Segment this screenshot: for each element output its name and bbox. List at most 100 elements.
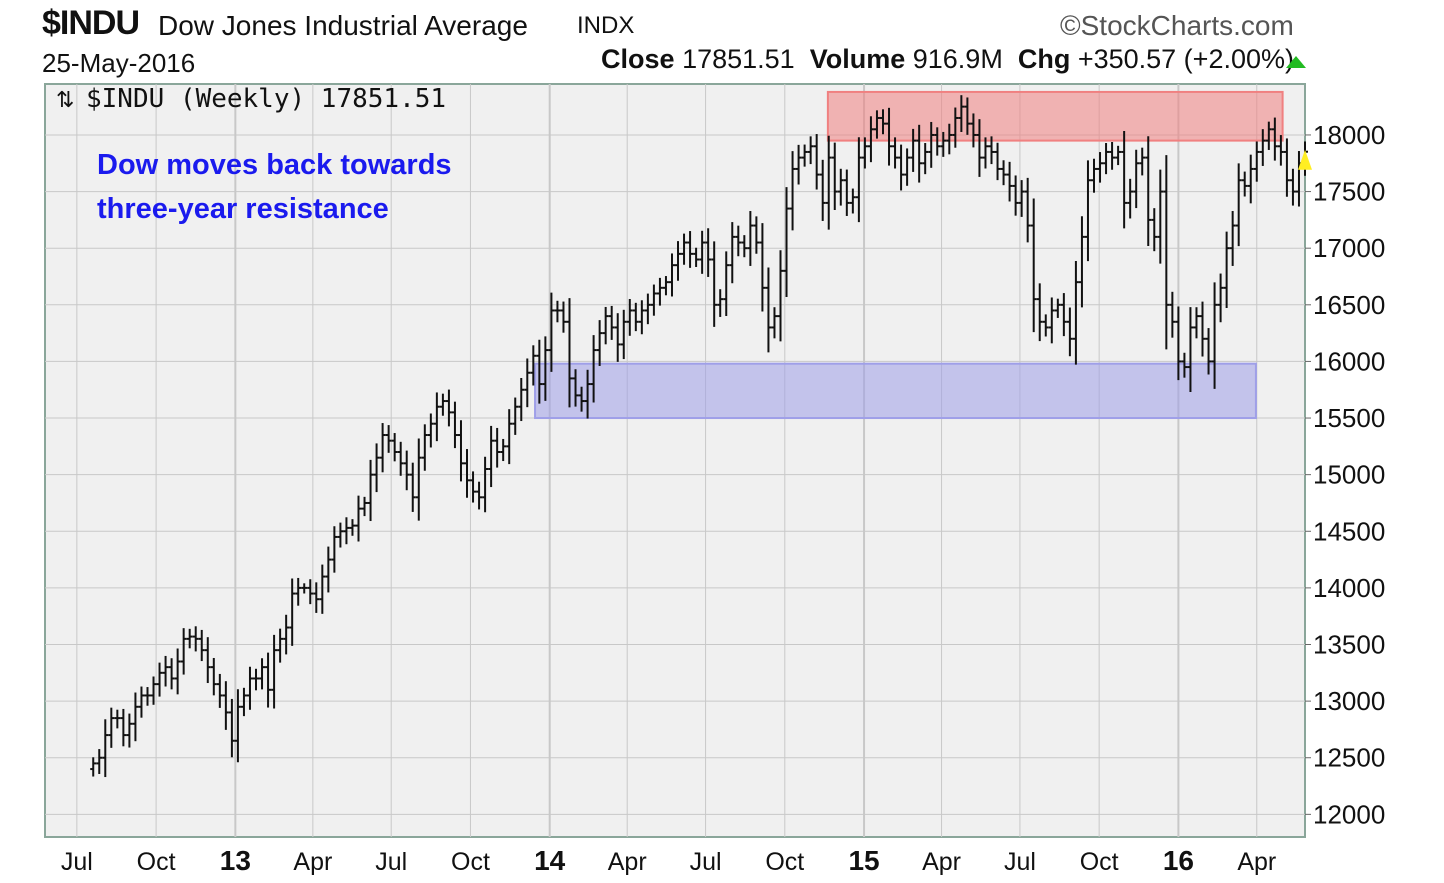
ohlc-bar <box>590 335 597 403</box>
y-tick-label: 16500 <box>1313 290 1385 320</box>
ohlc-bar <box>662 276 669 296</box>
ohlc-bar <box>259 658 266 690</box>
ohlc-bar <box>777 250 784 342</box>
ohlc-bar <box>464 449 471 498</box>
quote-date: 25-May-2016 <box>42 48 196 78</box>
ohlc-bar <box>922 143 929 175</box>
ohlc-bar <box>1181 352 1188 378</box>
ohlc-bar <box>138 686 145 718</box>
quote-summary: Close 17851.51 Volume 916.9M Chg +350.57… <box>601 44 1294 75</box>
ohlc-bar <box>234 689 241 763</box>
ohlc-bar <box>271 634 278 709</box>
ohlc-bar <box>1133 149 1140 209</box>
x-tick-label: Jul <box>375 848 407 876</box>
ohlc-bar <box>488 425 495 488</box>
support-zone <box>534 362 1257 420</box>
ohlc-bar <box>554 300 561 323</box>
zones <box>534 90 1284 420</box>
ohlc-bar <box>928 121 935 168</box>
ohlc-bar <box>548 292 555 372</box>
ohlc-bar <box>1054 298 1061 318</box>
ohlc-bar <box>898 144 905 191</box>
ohlc-bar <box>795 144 802 185</box>
ohlc-bar <box>427 413 434 448</box>
ohlc-bar <box>253 668 260 691</box>
chg-value: +350.57 (+2.00%) <box>1077 44 1294 74</box>
x-tick-label: Oct <box>1080 848 1119 876</box>
ohlc-bar <box>126 713 133 748</box>
ohlc-bar <box>699 230 706 274</box>
annotation-line-1: Dow moves back towards <box>97 149 452 181</box>
ohlc-bar <box>319 564 326 614</box>
y-tick-label: 18000 <box>1313 120 1385 150</box>
ohlc-bar <box>946 123 953 155</box>
ohlc-bar <box>1163 155 1170 350</box>
ohlc-bar <box>1277 135 1284 166</box>
ohlc-bar <box>831 142 838 210</box>
x-axis: Jul Oct 13 Apr Jul Oct 14 Apr Jul Oct 15 Apr Jul Oct 1… <box>61 845 1276 876</box>
ohlc-bar <box>506 409 513 465</box>
ohlc-bar <box>1169 291 1176 338</box>
ohlc-bar <box>910 128 917 172</box>
ohlc-bar <box>988 136 995 165</box>
ohlc-bar <box>198 629 205 662</box>
ohlc-bar <box>705 228 712 277</box>
ohlc-bar <box>693 247 700 267</box>
chart-title-text: $INDU (Weekly) 17851.51 <box>86 84 446 114</box>
ohlc-bar <box>572 369 579 407</box>
ohlc-bar <box>765 267 772 353</box>
ohlc-bar <box>1157 169 1164 264</box>
ohlc-bar <box>964 97 971 135</box>
x-tick-label: Apr <box>1237 848 1276 876</box>
ohlc-bar <box>879 109 886 135</box>
ohlc-bar <box>361 496 368 517</box>
ohlc-bar <box>180 628 187 675</box>
close-label: Close <box>601 44 675 74</box>
ohlc-bar <box>301 583 308 594</box>
ohlc-bar <box>789 151 796 231</box>
ohlc-bar <box>1078 216 1085 308</box>
ohlc-bar <box>644 293 651 325</box>
ohlc-bar <box>873 110 880 139</box>
ohlc-bar <box>1217 273 1224 323</box>
ohlc-bar <box>837 168 844 206</box>
ohlc-bar <box>277 628 284 663</box>
ohlc-bar <box>1175 306 1182 381</box>
brand-logo[interactable]: ©StockCharts.com <box>1060 10 1294 41</box>
ohlc-bar <box>120 708 127 747</box>
ohlc-bar <box>512 397 519 435</box>
ohlc-bar <box>494 427 501 468</box>
ohlc-bar <box>976 119 983 177</box>
x-tick-label: 15 <box>848 845 879 876</box>
ohlc-bar <box>1115 145 1122 166</box>
ohlc-bar <box>445 389 452 427</box>
ohlc-bar <box>379 423 386 473</box>
ohlc-bar <box>240 687 247 717</box>
ohlc-bar <box>1109 142 1116 170</box>
x-tick-label: Apr <box>608 848 647 876</box>
ohlc-bar <box>1271 117 1278 161</box>
ohlc-bar <box>741 235 748 258</box>
y-tick-label: 16000 <box>1313 346 1385 376</box>
ohlc-bar <box>560 301 567 333</box>
ohlc-bar <box>421 424 428 471</box>
ohlc-bar <box>536 339 543 404</box>
ohlc-bar <box>331 526 338 573</box>
resistance-zone <box>826 90 1284 142</box>
ohlc-bar <box>476 481 483 510</box>
volume-label: Volume <box>809 44 906 74</box>
ohlc-bar <box>1066 307 1073 357</box>
ohlc-bar <box>638 300 645 335</box>
ohlc-bar <box>524 358 531 408</box>
ohlc-bar <box>470 471 477 503</box>
ohlc-bar <box>246 666 253 710</box>
y-tick-label: 17000 <box>1313 233 1385 263</box>
ohlc-bar <box>222 681 229 730</box>
ohlc-bar <box>482 456 489 513</box>
ohlc-bar <box>1289 168 1296 206</box>
ohlc-bar <box>711 241 718 327</box>
ohlc-bar <box>307 579 314 605</box>
ohlc-bar <box>1253 141 1260 182</box>
price-bars <box>90 95 1312 778</box>
ohlc-bar <box>717 289 724 317</box>
